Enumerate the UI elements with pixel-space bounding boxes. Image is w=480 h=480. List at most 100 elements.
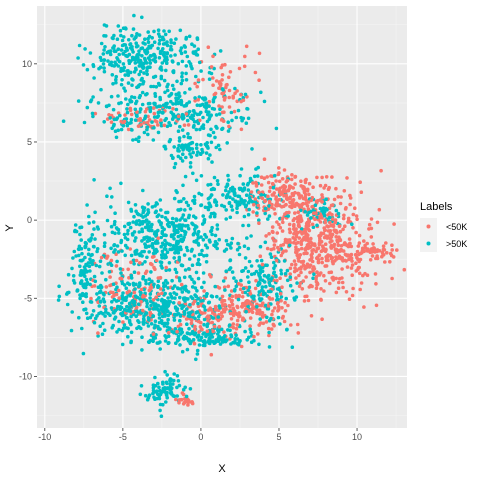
point-gt50k-385 [180, 349, 185, 354]
point-lt50k-2145 [320, 175, 324, 180]
point-lt50k-1526 [288, 272, 293, 276]
point-gt50k-118 [77, 244, 82, 249]
point-gt50k-2796 [168, 388, 173, 393]
point-lt50k-3136 [312, 267, 317, 271]
point-lt50k-3317 [96, 331, 100, 335]
point-gt50k-3371 [177, 226, 182, 231]
point-gt50k-3299 [156, 28, 161, 32]
point-lt50k-3408 [220, 63, 225, 67]
point-gt50k-2501 [153, 231, 157, 235]
point-lt50k-2271 [356, 252, 361, 257]
point-gt50k-1872 [205, 141, 209, 145]
point-lt50k-2991 [280, 185, 285, 189]
point-gt50k-2262 [134, 314, 138, 319]
point-lt50k-1980 [292, 232, 296, 236]
point-gt50k-2847 [157, 83, 162, 87]
point-gt50k-3441 [163, 312, 167, 317]
point-lt50k-3114 [340, 280, 345, 285]
point-gt50k-3096 [187, 257, 192, 261]
point-gt50k-947 [112, 317, 117, 321]
point-gt50k-914 [185, 322, 189, 327]
point-gt50k-3164 [165, 222, 170, 227]
point-lt50k-2630 [297, 193, 301, 197]
point-gt50k-693 [199, 252, 203, 256]
point-lt50k-2953 [217, 324, 222, 329]
point-gt50k-1413 [283, 271, 288, 276]
point-gt50k-2865 [147, 244, 151, 249]
point-gt50k-2743 [336, 211, 341, 216]
point-lt50k-1232 [128, 247, 132, 251]
point-gt50k-3386 [125, 308, 129, 313]
point-gt50k-3216 [86, 252, 91, 256]
point-lt50k-1429 [328, 281, 332, 286]
point-gt50k-1792 [85, 105, 90, 110]
point-gt50k-378 [257, 218, 261, 222]
point-gt50k-2190 [227, 267, 232, 272]
point-gt50k-3385 [165, 381, 169, 386]
point-lt50k-2592 [266, 304, 271, 308]
point-lt50k-971 [220, 73, 225, 77]
point-gt50k-3009 [148, 109, 153, 114]
point-lt50k-2550 [242, 64, 247, 69]
point-gt50k-3065 [204, 334, 208, 339]
point-gt50k-2178 [124, 46, 129, 50]
point-gt50k-2981 [106, 311, 110, 316]
point-gt50k-3022 [163, 32, 168, 37]
point-gt50k-363 [184, 155, 188, 160]
point-gt50k-2851 [188, 165, 193, 169]
point-gt50k-2169 [133, 61, 138, 65]
point-lt50k-885 [257, 51, 262, 56]
point-lt50k-2075 [373, 272, 378, 276]
point-gt50k-2654 [65, 302, 70, 307]
point-gt50k-2176 [102, 58, 107, 62]
point-lt50k-2926 [273, 212, 277, 216]
point-gt50k-3426 [147, 318, 151, 322]
point-gt50k-634 [143, 225, 148, 230]
point-lt50k-3112 [119, 276, 124, 281]
point-gt50k-1051 [206, 133, 211, 137]
point-gt50k-3416 [212, 211, 216, 216]
point-gt50k-470 [120, 38, 125, 43]
point-lt50k-1035 [195, 84, 199, 89]
point-lt50k-3070 [136, 271, 141, 275]
point-lt50k-1282 [315, 175, 319, 180]
point-lt50k-2497 [193, 324, 197, 329]
point-gt50k-3163 [242, 199, 246, 203]
point-gt50k-3403 [189, 64, 193, 69]
point-gt50k-3234 [125, 237, 130, 242]
point-gt50k-698 [209, 127, 213, 132]
point-gt50k-2632 [121, 124, 126, 128]
point-gt50k-2149 [263, 211, 268, 216]
point-gt50k-2302 [256, 281, 261, 286]
point-lt50k-3035 [239, 92, 243, 97]
point-gt50k-173 [246, 275, 250, 279]
point-gt50k-2747 [195, 142, 199, 147]
point-gt50k-2115 [262, 280, 267, 284]
point-gt50k-3147 [133, 239, 137, 243]
point-lt50k-3290 [324, 264, 329, 268]
point-gt50k-555 [228, 195, 232, 200]
point-gt50k-2113 [126, 200, 131, 205]
point-gt50k-2870 [188, 87, 192, 91]
point-lt50k-515 [293, 182, 297, 186]
point-gt50k-2875 [231, 197, 235, 201]
point-lt50k-1501 [243, 54, 247, 59]
point-lt50k-2781 [326, 229, 331, 233]
point-lt50k-2117 [156, 123, 160, 127]
point-gt50k-1715 [221, 340, 225, 344]
point-gt50k-2307 [144, 92, 148, 97]
point-lt50k-657 [290, 173, 294, 177]
point-gt50k-1108 [76, 56, 80, 60]
point-gt50k-2864 [213, 239, 218, 244]
point-lt50k-3222 [314, 277, 318, 281]
point-lt50k-2384 [303, 266, 307, 271]
point-gt50k-3017 [236, 200, 241, 204]
point-gt50k-3024 [153, 91, 157, 96]
point-gt50k-822 [209, 187, 214, 192]
point-gt50k-3335 [167, 302, 171, 307]
point-gt50k-3372 [120, 78, 124, 82]
point-gt50k-1814 [172, 145, 176, 149]
plot-panel [37, 6, 407, 428]
x-tick-label-1: -5 [119, 432, 127, 442]
point-gt50k-3030 [196, 229, 201, 234]
